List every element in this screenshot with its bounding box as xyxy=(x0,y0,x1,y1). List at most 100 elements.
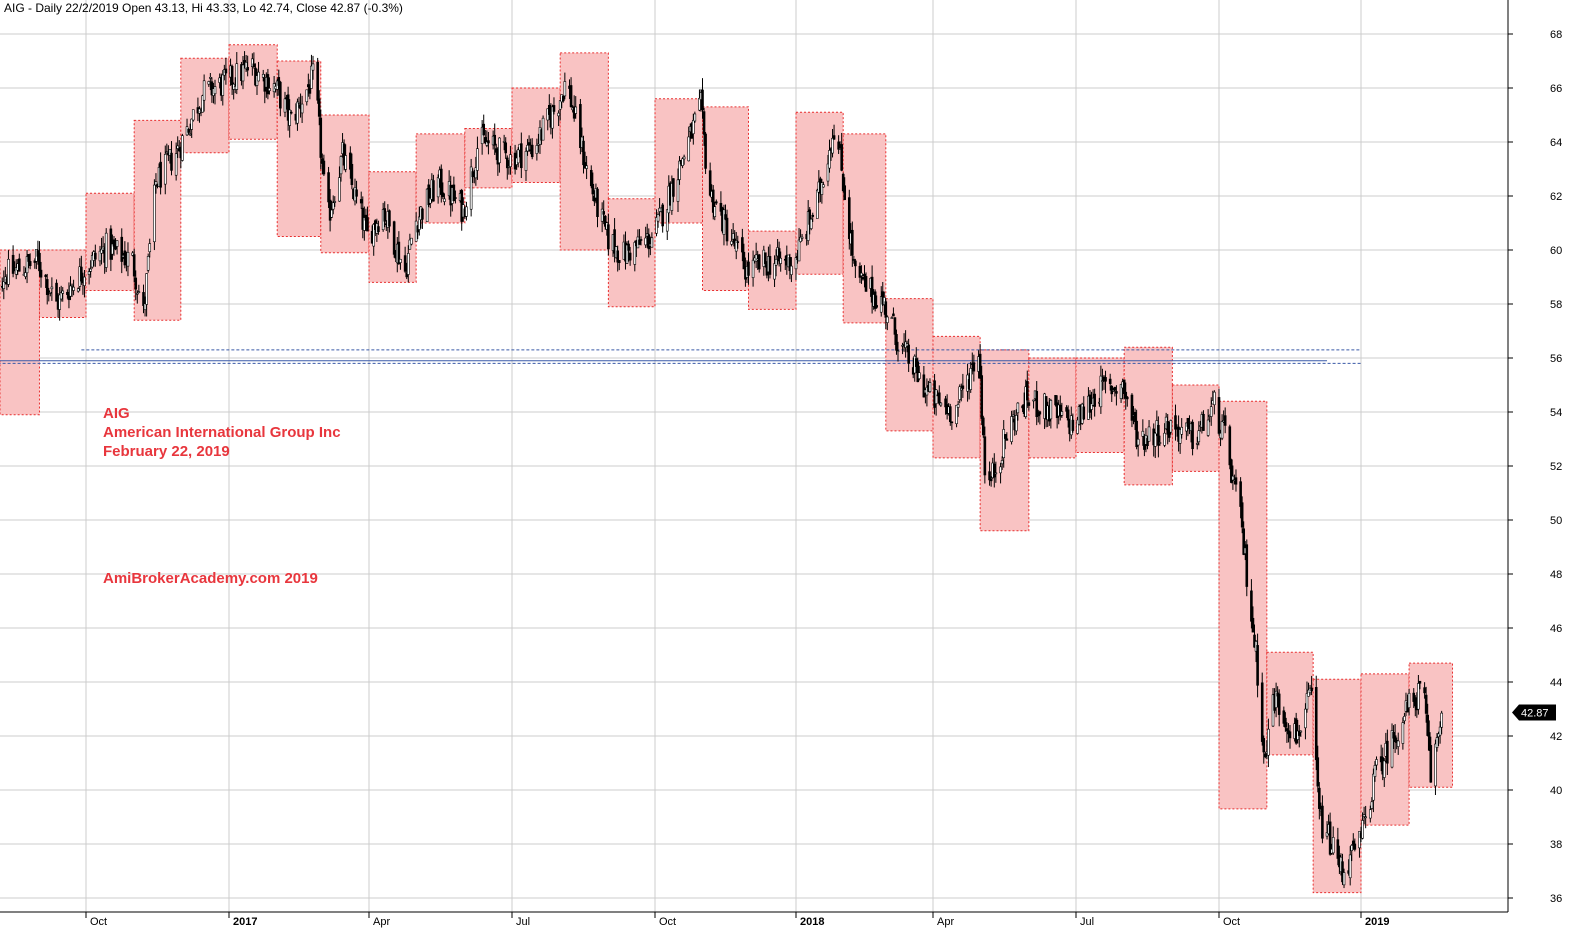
candle-body xyxy=(44,274,47,277)
candle-body xyxy=(864,276,868,292)
candle-body xyxy=(322,160,326,175)
candle-body xyxy=(342,143,346,166)
monthly-range-box xyxy=(1312,678,1362,894)
candle-body xyxy=(1256,645,1259,686)
last-price-tag-label: 42.87 xyxy=(1521,708,1549,720)
candle-body xyxy=(349,152,352,170)
candle-body xyxy=(1230,459,1233,483)
candle-body xyxy=(392,221,396,255)
candle-body xyxy=(1304,708,1307,729)
y-tick-label: 54 xyxy=(1550,407,1562,419)
candle-body xyxy=(1403,716,1406,722)
candle-body xyxy=(701,89,704,111)
candle-body xyxy=(741,237,744,253)
monthly-range-box xyxy=(511,87,561,183)
candle-body xyxy=(24,272,27,277)
candle-body xyxy=(851,229,854,256)
candle-body xyxy=(747,261,750,276)
candle-body xyxy=(94,252,97,260)
candlesticks xyxy=(0,51,1443,889)
candle-body xyxy=(863,273,866,277)
annotation-company: American International Group Inc xyxy=(103,424,341,441)
candle-body xyxy=(112,239,116,247)
y-tick-label: 62 xyxy=(1550,191,1562,203)
candle-body xyxy=(1130,394,1134,421)
candle-body xyxy=(469,166,473,210)
candle-body xyxy=(1277,693,1281,715)
candle-body xyxy=(1325,832,1329,837)
candle-body xyxy=(843,185,847,200)
y-tick-label: 52 xyxy=(1550,461,1562,473)
candle-body xyxy=(1112,389,1115,392)
y-tick-label: 66 xyxy=(1550,83,1562,95)
candle-body xyxy=(176,145,180,149)
candle-body xyxy=(1125,396,1129,400)
candle-body xyxy=(561,95,565,102)
candle-body xyxy=(613,229,616,254)
candle-body xyxy=(582,140,585,166)
candle-body xyxy=(69,285,72,297)
y-tick-label: 56 xyxy=(1550,353,1562,365)
candle-body xyxy=(1099,375,1103,408)
candle-body xyxy=(221,74,225,96)
candle-body xyxy=(283,98,287,113)
candle-body xyxy=(209,76,212,79)
candle-body xyxy=(257,71,260,82)
candle-body xyxy=(1178,429,1182,444)
candle-body xyxy=(1390,730,1394,768)
candle-body xyxy=(516,149,520,164)
candle-body xyxy=(1036,413,1040,417)
candle-body xyxy=(711,189,715,213)
candle-body xyxy=(1054,395,1057,406)
candle-body xyxy=(159,161,162,188)
candle-body xyxy=(25,256,29,274)
candle-body xyxy=(1274,690,1278,708)
candle-body xyxy=(436,177,440,198)
y-tick-label: 68 xyxy=(1550,29,1562,41)
candle-body xyxy=(98,250,102,262)
candle-body xyxy=(188,133,192,136)
candle-body xyxy=(372,224,376,247)
candle-body xyxy=(316,61,319,101)
annotation-date: February 22, 2019 xyxy=(103,443,230,460)
candle-body xyxy=(305,89,309,103)
candle-body xyxy=(174,153,178,176)
candle-body xyxy=(1206,419,1210,436)
candle-body xyxy=(638,239,641,245)
x-tick-label: Oct xyxy=(90,916,107,928)
candle-body xyxy=(38,252,41,272)
candle-body xyxy=(1231,475,1235,481)
candle-body xyxy=(882,297,886,305)
candle-body xyxy=(1250,590,1253,622)
candle-body xyxy=(1240,502,1244,528)
candle-body xyxy=(355,189,358,197)
candle-body xyxy=(289,111,293,114)
candle-body xyxy=(1016,402,1020,414)
candle-body xyxy=(841,173,845,192)
candle-body xyxy=(432,180,435,202)
candle-body xyxy=(439,168,443,195)
candle-body xyxy=(310,65,313,89)
candle-body xyxy=(708,170,712,196)
candle-body xyxy=(1124,391,1128,399)
candle-body xyxy=(1153,432,1157,447)
candle-body xyxy=(202,80,206,101)
candle-body xyxy=(1260,682,1264,742)
candle-body xyxy=(425,188,429,223)
candle-body xyxy=(950,421,954,424)
candle-body xyxy=(852,259,856,261)
candle-body xyxy=(596,188,599,217)
candle-body xyxy=(751,259,755,278)
candle-body xyxy=(28,261,32,266)
candle-body xyxy=(557,112,560,117)
candle-body xyxy=(1066,409,1070,421)
candle-body xyxy=(692,119,695,135)
candle-body xyxy=(1119,384,1123,399)
candle-body xyxy=(676,179,680,202)
candle-body xyxy=(978,353,982,379)
candle-body xyxy=(754,254,758,262)
candle-body xyxy=(655,217,658,234)
candle-body xyxy=(934,389,938,404)
